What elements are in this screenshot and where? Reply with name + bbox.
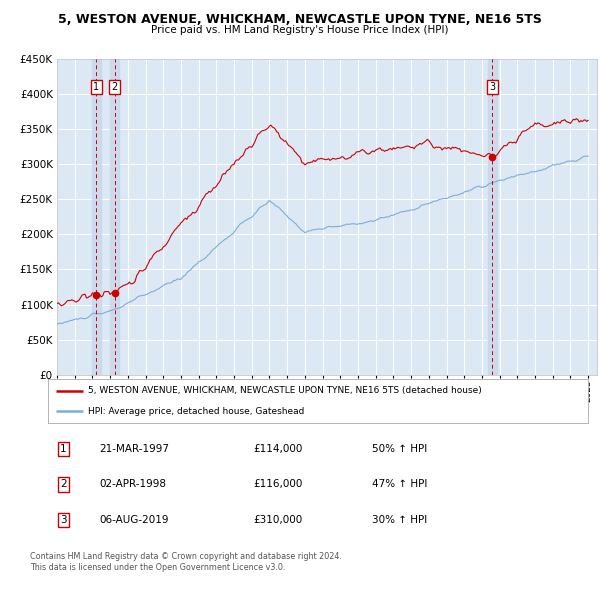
Text: 30% ↑ HPI: 30% ↑ HPI <box>372 515 427 525</box>
Text: 06-AUG-2019: 06-AUG-2019 <box>100 515 169 525</box>
Text: 21-MAR-1997: 21-MAR-1997 <box>100 444 169 454</box>
Text: 5, WESTON AVENUE, WHICKHAM, NEWCASTLE UPON TYNE, NE16 5TS: 5, WESTON AVENUE, WHICKHAM, NEWCASTLE UP… <box>58 13 542 26</box>
Text: 50% ↑ HPI: 50% ↑ HPI <box>372 444 427 454</box>
Text: £114,000: £114,000 <box>253 444 302 454</box>
Text: This data is licensed under the Open Government Licence v3.0.: This data is licensed under the Open Gov… <box>30 563 286 572</box>
Text: 1: 1 <box>93 82 100 92</box>
Bar <box>92 59 101 375</box>
Text: 2: 2 <box>112 82 118 92</box>
Text: 02-APR-1998: 02-APR-1998 <box>100 480 166 489</box>
Text: 3: 3 <box>490 82 496 92</box>
Text: 1: 1 <box>60 444 67 454</box>
Text: 2: 2 <box>60 480 67 489</box>
Bar <box>488 59 497 375</box>
Text: Price paid vs. HM Land Registry's House Price Index (HPI): Price paid vs. HM Land Registry's House … <box>151 25 449 35</box>
Text: £116,000: £116,000 <box>253 480 302 489</box>
Text: 3: 3 <box>60 515 67 525</box>
Text: HPI: Average price, detached house, Gateshead: HPI: Average price, detached house, Gate… <box>89 407 305 415</box>
Text: 47% ↑ HPI: 47% ↑ HPI <box>372 480 427 489</box>
Text: 5, WESTON AVENUE, WHICKHAM, NEWCASTLE UPON TYNE, NE16 5TS (detached house): 5, WESTON AVENUE, WHICKHAM, NEWCASTLE UP… <box>89 386 482 395</box>
Text: £310,000: £310,000 <box>253 515 302 525</box>
Bar <box>110 59 119 375</box>
Text: Contains HM Land Registry data © Crown copyright and database right 2024.: Contains HM Land Registry data © Crown c… <box>30 552 342 560</box>
